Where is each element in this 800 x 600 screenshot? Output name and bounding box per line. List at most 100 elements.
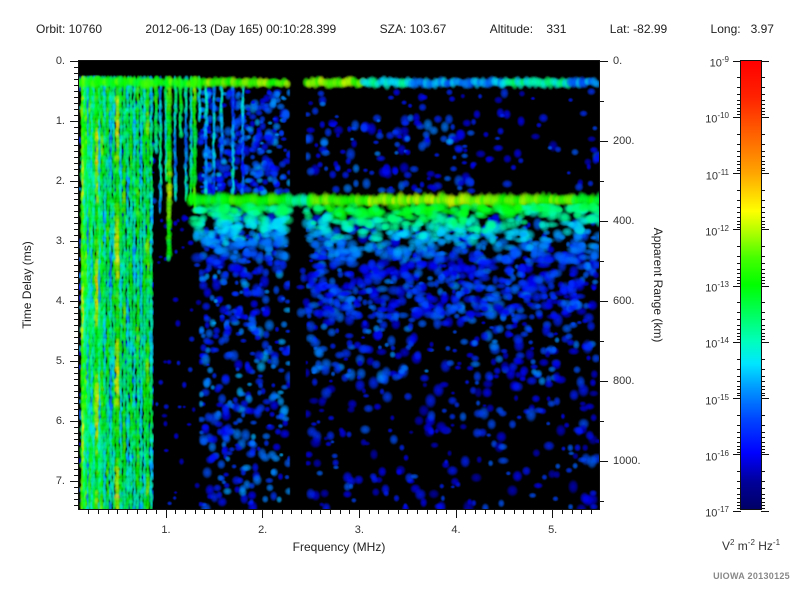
x-axis-tick-label: 4. [451,524,461,536]
colorbar-major-tick-right [761,173,769,174]
colorbar-minor-tick-left [737,395,741,397]
colorbar-minor-tick-right [761,150,765,152]
colorbar-minor-tick-left [737,451,741,453]
x-axis-minor-tick [387,509,389,514]
colorbar-minor-tick-left [737,226,741,228]
y-axis-tick-label: 1. [55,115,65,127]
colorbar-minor-tick-right [761,424,765,426]
colorbar-minor-tick-left [737,389,741,391]
x-axis-minor-tick [291,509,293,514]
colorbar-minor-tick-right [761,336,765,338]
colorbar-minor-tick-right [761,226,765,228]
x-axis-minor-tick [88,509,90,514]
colorbar-major-tick-left [733,116,741,118]
colorbar-minor-tick-left [737,368,741,370]
y-axis-major-tick [70,480,79,482]
y-axis-minor-tick [74,432,79,434]
colorbar-tick-label: 10-10 [705,111,729,126]
colorbar-minor-tick-left [737,448,741,450]
colorbar-minor-tick-left [737,111,741,113]
x-axis-tick-label: 5. [548,524,558,536]
y-axis-minor-tick [74,126,79,128]
x-axis-minor-tick [146,509,148,514]
y-axis-minor-tick [74,234,79,236]
colorbar-minor-tick-left [737,336,741,338]
y-axis-minor-tick [74,144,79,146]
colorbar-minor-tick-right [761,339,765,341]
colorbar-minor-tick-right [761,302,765,304]
right-axis-major-tick [599,380,608,382]
colorbar-minor-tick-right [761,108,765,110]
colorbar-minor-tick-right [761,167,765,169]
y-axis-minor-tick [74,156,79,158]
x-axis-minor-tick [445,509,447,514]
y-axis-minor-tick [74,216,79,218]
colorbar-minor-tick-right [761,385,765,387]
right-axis-minor-tick [599,260,604,262]
colorbar-minor-tick-right [761,324,765,326]
colorbar-minor-tick-right [761,282,765,284]
colorbar-minor-tick-right [761,263,765,265]
colorbar-minor-tick-left [737,505,741,507]
colorbar-minor-tick-right [761,280,765,282]
x-axis-tick-label: 3. [354,524,364,536]
colorbar-minor-tick-right [761,77,765,79]
x-axis-minor-tick [223,509,225,514]
x-axis-minor-tick [571,509,573,514]
colorbar-minor-tick-right [761,312,765,314]
x-axis-minor-tick [320,509,322,514]
colorbar-minor-tick-left [737,108,741,110]
colorbar-major-tick-right [761,454,769,456]
y-axis-minor-tick [74,186,79,188]
colorbar-minor-tick-left [737,246,741,248]
header-datetime: 2012-06-13 (Day 165) 00:10:28.399 [145,22,337,36]
colorbar-tick-label: 10-12 [705,223,729,239]
colorbar-major-tick-right [761,341,769,343]
right-axis-major-tick [599,140,608,142]
y-axis-tick-label: 0. [55,55,65,67]
colorbar-minor-tick-left [737,212,741,214]
colorbar-minor-tick-right [761,189,765,191]
colorbar-minor-tick-right [761,111,765,113]
colorbar-minor-tick-right [761,493,765,495]
colorbar-minor-tick-right [761,212,765,214]
colorbar-minor-tick-right [761,389,765,391]
header-orbit: Orbit: 10760 [36,22,103,36]
colorbar-minor-tick-left [737,324,741,326]
y-axis-minor-tick [74,384,79,386]
x-axis-minor-tick [436,509,438,514]
y-axis-minor-tick [74,396,79,398]
colorbar-minor-tick-right [761,99,765,101]
colorbar-minor-tick-right [761,505,765,507]
x-axis-minor-tick [117,509,119,514]
colorbar-minor-tick-left [737,445,741,447]
y-axis-title-left: Time Delay (ms) [20,241,34,329]
y-axis-minor-tick [74,252,79,254]
x-axis-minor-tick [175,509,177,514]
x-axis-minor-tick [581,509,583,514]
colorbar-minor-tick-right [761,498,765,500]
header-sza: SZA: 103.67 [379,22,447,36]
colorbar-major-tick-left [733,173,741,174]
y-axis-minor-tick [74,288,79,290]
y-axis-minor-tick [74,414,79,416]
colorbar-minor-tick-left [737,312,741,314]
x-axis-major-tick [358,509,360,518]
colorbar-minor-tick-right [761,276,765,278]
colorbar-minor-tick-right [761,358,765,360]
y-axis-minor-tick [74,294,79,296]
colorbar-minor-tick-right [761,445,765,447]
y-axis-minor-tick [74,306,79,308]
colorbar-minor-tick-left [737,471,741,473]
x-axis-minor-tick [213,509,215,514]
right-axis-minor-tick [599,420,604,422]
y-axis-minor-tick [74,282,79,284]
colorbar-minor-tick-left [737,329,741,331]
colorbar-major-tick-right [761,229,769,231]
x-axis-minor-tick [378,509,380,514]
y-axis-minor-tick [74,222,79,224]
colorbar-tick-label: 10-9 [709,55,729,70]
spectrogram-canvas [79,61,599,509]
x-axis-minor-tick [97,509,99,514]
x-axis-minor-tick [271,509,273,514]
